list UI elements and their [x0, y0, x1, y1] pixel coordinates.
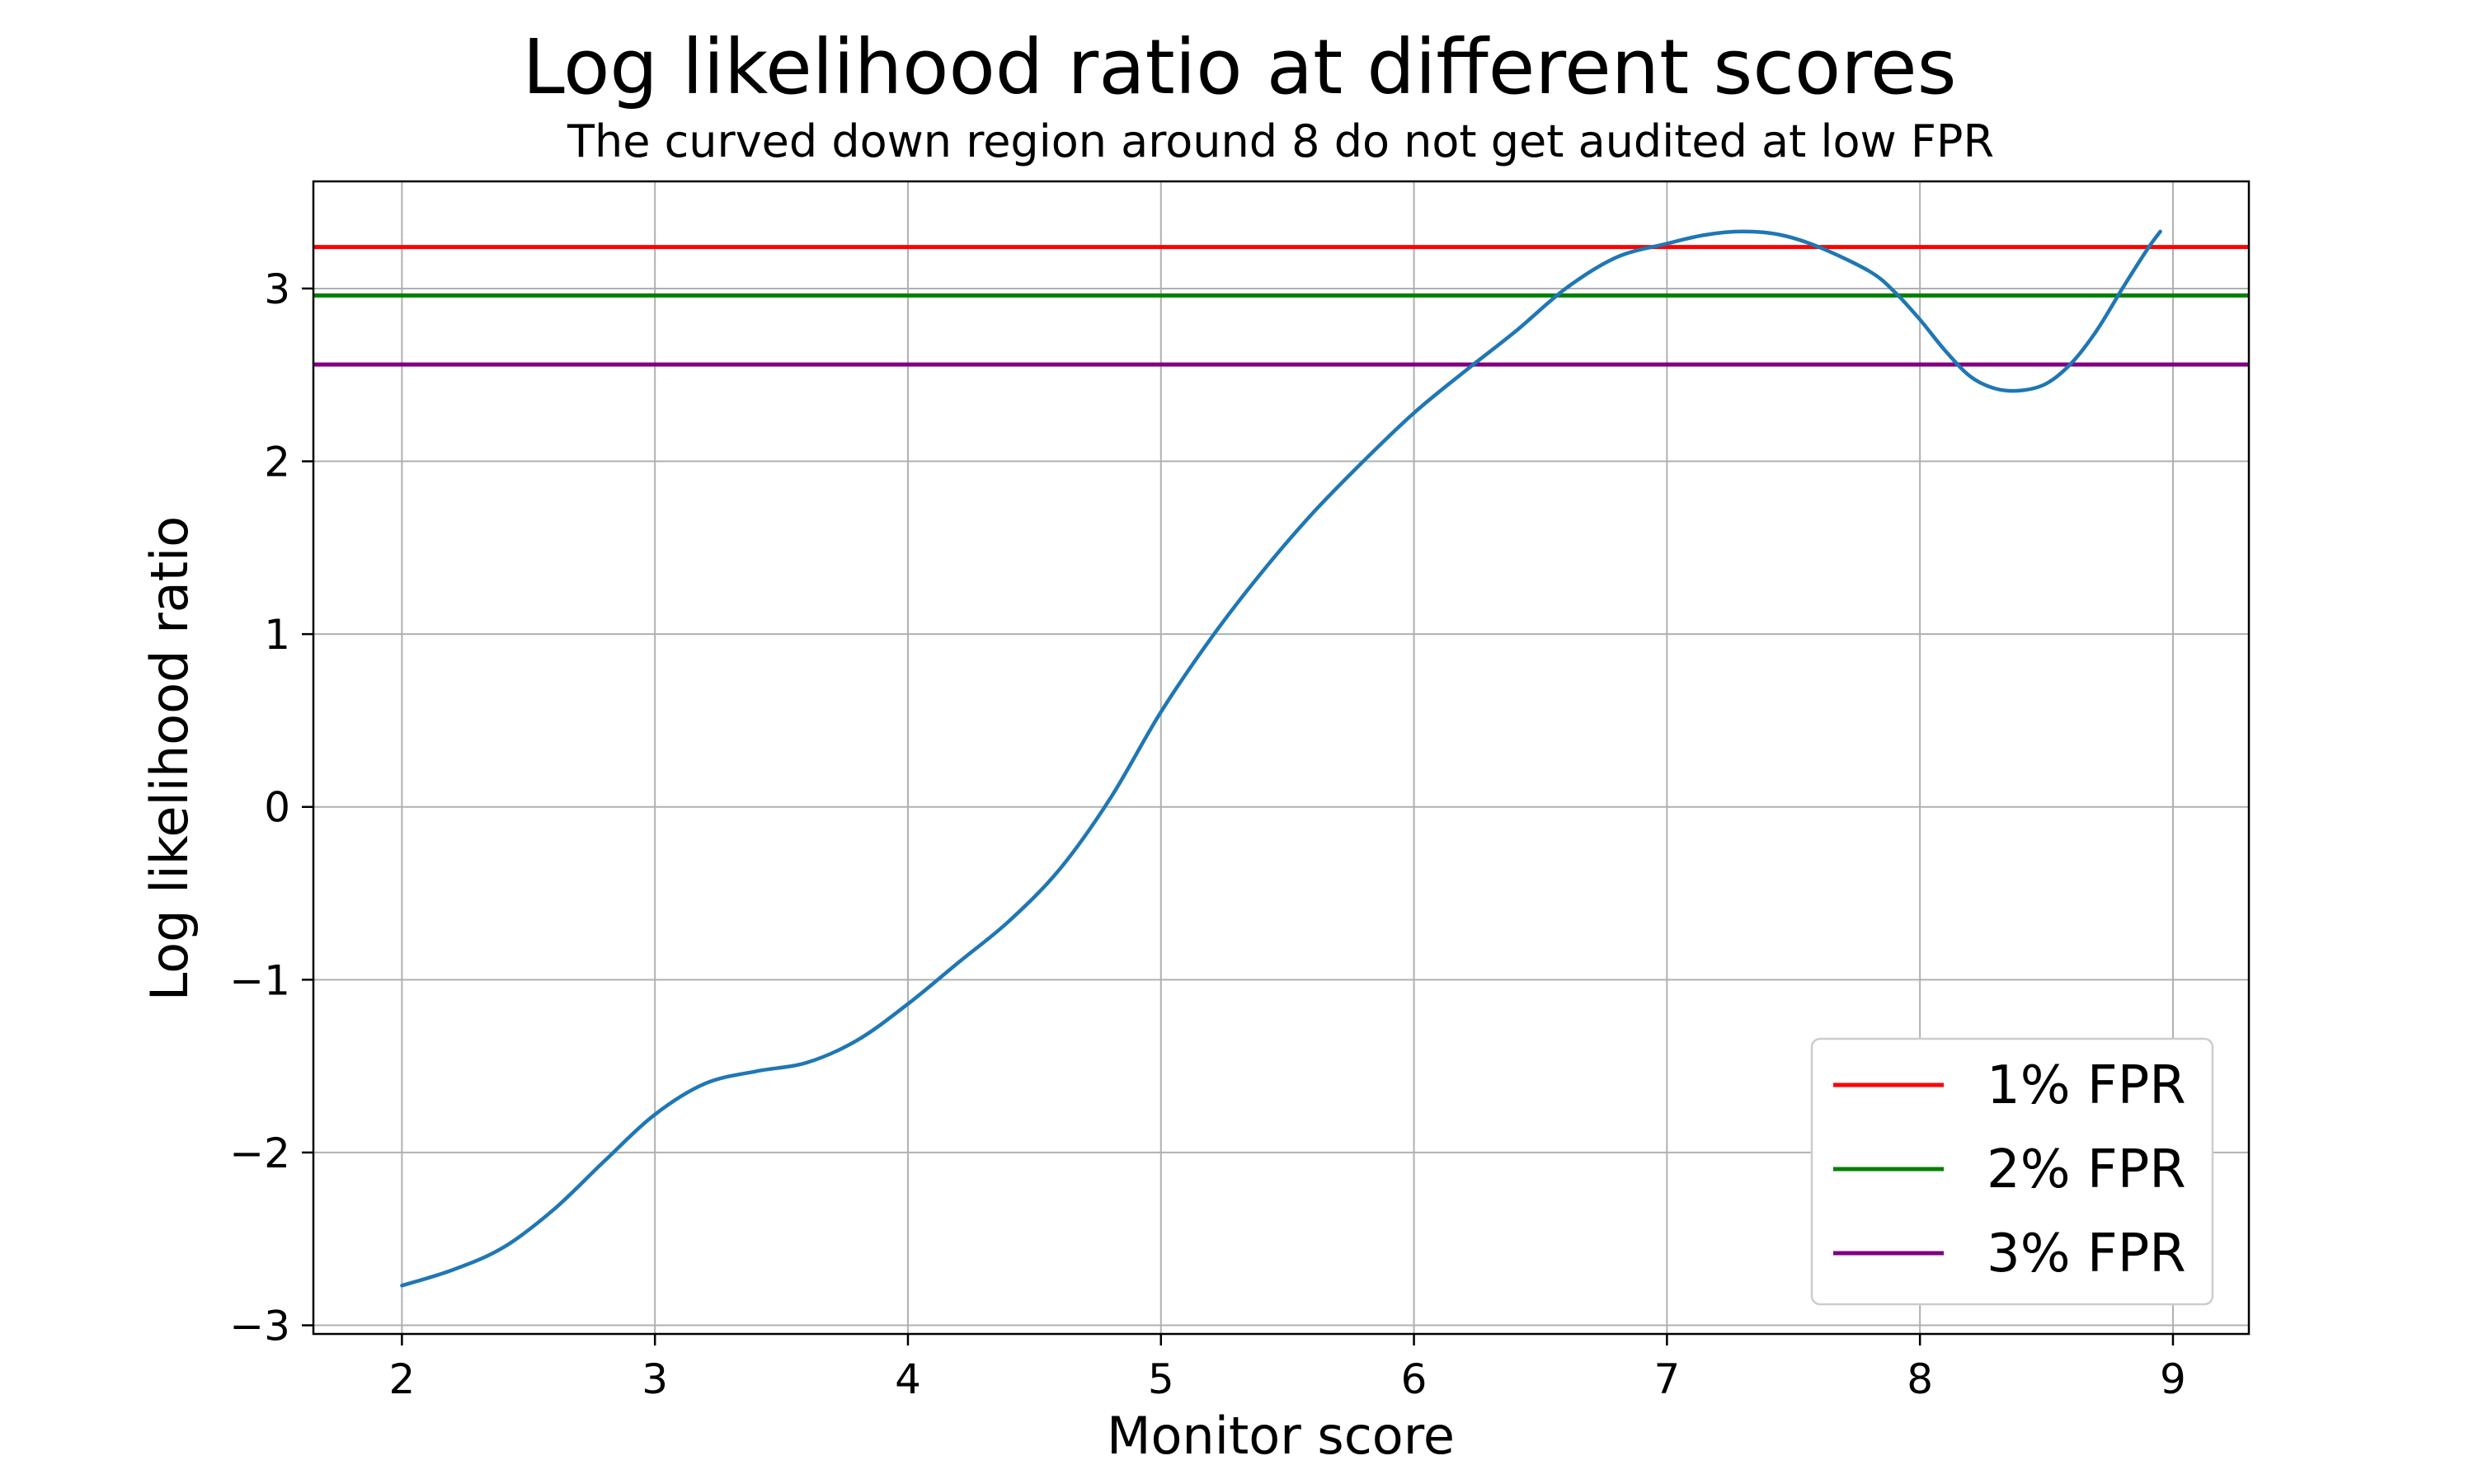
x-tick-label: 4	[895, 1355, 921, 1403]
legend: 1% FPR 2% FPR 3% FPR	[1810, 1037, 2214, 1306]
legend-box	[1810, 1037, 2214, 1306]
y-tick-label: −2	[229, 1129, 290, 1177]
chart-title: Log likelihood ratio at different scores	[522, 23, 1956, 111]
llr-curve	[400, 229, 2162, 1288]
axis-ticks: 2 3 4 5 6 7 8 9 −3 −2 −1 0 1 2 3	[229, 265, 2186, 1403]
y-axis-label: Log likelihood ratio	[139, 516, 200, 1001]
x-tick-label: 6	[1401, 1355, 1427, 1403]
x-axis-label: Monitor score	[1107, 1406, 1455, 1466]
x-tick-label: 9	[2160, 1355, 2186, 1403]
threshold-lines	[313, 245, 2249, 367]
x-tick-label: 8	[1907, 1355, 1933, 1403]
legend-items: 1% FPR 2% FPR 3% FPR	[1833, 1055, 2186, 1284]
y-tick-label: −1	[229, 956, 290, 1004]
y-tick-label: −3	[229, 1303, 290, 1350]
plot-frame	[312, 180, 2251, 1336]
legend-label: 3% FPR	[1987, 1223, 2186, 1284]
legend-label: 2% FPR	[1987, 1139, 2186, 1200]
x-tick-label: 5	[1148, 1355, 1174, 1403]
legend-label: 1% FPR	[1987, 1055, 2186, 1116]
x-tick-label: 7	[1653, 1355, 1680, 1403]
y-tick-label: 3	[264, 265, 290, 313]
y-tick-label: 1	[264, 611, 290, 659]
series-layer	[400, 229, 2162, 1288]
y-tick-label: 0	[264, 784, 290, 832]
x-tick-label: 2	[388, 1355, 415, 1403]
y-tick-label: 2	[264, 439, 290, 486]
x-tick-label: 3	[642, 1355, 668, 1403]
chart-subtitle: The curved down region around 8 do not g…	[567, 115, 1994, 167]
